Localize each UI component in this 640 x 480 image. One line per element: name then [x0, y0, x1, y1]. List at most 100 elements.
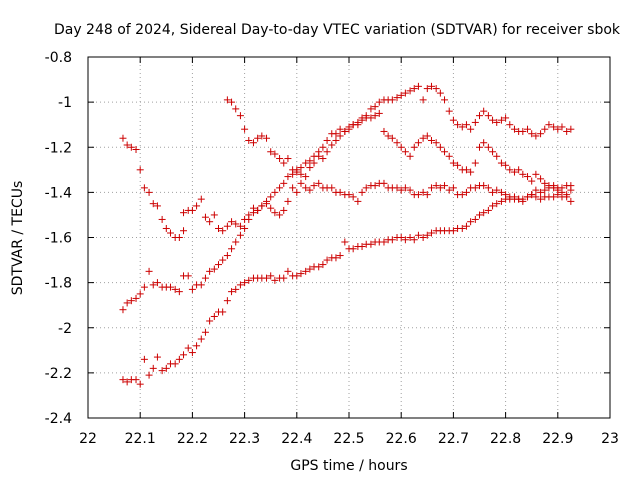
data-point	[419, 188, 427, 196]
data-point	[532, 170, 540, 178]
data-point	[332, 136, 340, 144]
data-point	[471, 215, 479, 223]
data-point	[489, 148, 497, 156]
x-tick-label: 22.5	[333, 431, 364, 447]
data-point	[432, 182, 440, 190]
data-point	[310, 159, 318, 167]
data-point	[271, 276, 279, 284]
data-point	[315, 179, 323, 187]
data-point	[254, 206, 262, 214]
data-point	[410, 85, 418, 93]
data-point	[537, 175, 545, 183]
data-point	[276, 184, 284, 192]
data-point	[140, 355, 148, 363]
data-point	[280, 179, 288, 187]
data-point	[371, 112, 379, 120]
data-point	[197, 281, 205, 289]
data-point	[510, 168, 518, 176]
data-point	[384, 132, 392, 140]
data-point	[541, 186, 549, 194]
data-point	[406, 87, 414, 95]
data-point	[554, 125, 562, 133]
data-point	[149, 200, 157, 208]
x-tick-label: 22.3	[229, 431, 260, 447]
data-point	[280, 159, 288, 167]
data-point	[493, 152, 501, 160]
data-point	[388, 134, 396, 142]
data-point	[563, 182, 571, 190]
data-point	[171, 360, 179, 368]
data-point	[515, 166, 523, 174]
data-point	[519, 127, 527, 135]
data-point	[241, 279, 249, 287]
data-point	[184, 344, 192, 352]
data-point	[550, 193, 558, 201]
data-point	[401, 89, 409, 97]
data-point	[524, 125, 532, 133]
data-point	[232, 238, 240, 246]
data-point	[201, 328, 209, 336]
tick-layer: 22 22.1 22.2 22.3 22.4 22.5 22.6 22.7 22.8 22.9 23…	[45, 50, 619, 447]
data-point	[310, 182, 318, 190]
y-tick-label: -1	[58, 95, 72, 111]
data-point	[462, 121, 470, 129]
data-point	[462, 222, 470, 230]
x-tick-label: 22.4	[281, 431, 312, 447]
data-point	[201, 274, 209, 282]
point-layer	[119, 82, 575, 388]
data-point	[197, 195, 205, 203]
x-tick-label: 23	[601, 431, 619, 447]
data-point	[367, 114, 375, 122]
data-point	[476, 112, 483, 120]
data-point	[197, 335, 205, 343]
data-point	[263, 274, 271, 282]
data-point	[323, 148, 331, 156]
data-point	[297, 164, 305, 172]
data-point	[145, 371, 153, 379]
data-point	[166, 229, 174, 237]
x-tick-label: 22	[79, 431, 97, 447]
data-point	[136, 290, 144, 298]
data-point	[276, 155, 284, 163]
data-point	[336, 188, 344, 196]
data-point	[484, 112, 492, 120]
data-point	[362, 184, 370, 192]
data-point	[502, 114, 510, 122]
y-tick-label: -1.4	[45, 185, 72, 201]
data-point	[545, 182, 553, 190]
data-point	[563, 193, 571, 201]
data-point	[502, 161, 510, 169]
data-point	[510, 125, 518, 133]
data-point	[367, 105, 375, 113]
data-point	[528, 130, 536, 138]
data-point	[401, 184, 409, 192]
data-point	[302, 267, 310, 275]
data-point	[563, 127, 571, 135]
data-point	[140, 184, 148, 192]
data-point	[449, 116, 457, 124]
data-point	[401, 236, 409, 244]
y-tick-label: -1.2	[45, 140, 72, 156]
data-point	[119, 376, 127, 384]
data-point	[249, 139, 257, 147]
data-point	[145, 267, 153, 275]
data-point	[228, 218, 236, 226]
data-point	[315, 263, 323, 271]
data-point	[132, 146, 140, 154]
data-point	[532, 193, 540, 201]
data-point	[445, 107, 453, 115]
data-point	[127, 143, 135, 151]
data-point	[293, 166, 301, 174]
data-point	[414, 139, 422, 147]
data-point	[245, 276, 253, 284]
data-point	[537, 195, 545, 203]
data-point	[153, 353, 161, 361]
data-point	[289, 184, 297, 192]
data-point	[545, 121, 553, 129]
data-point	[397, 234, 405, 241]
data-point	[497, 188, 505, 196]
data-point	[219, 308, 227, 316]
series-track-1	[119, 134, 188, 241]
data-point	[132, 376, 140, 384]
